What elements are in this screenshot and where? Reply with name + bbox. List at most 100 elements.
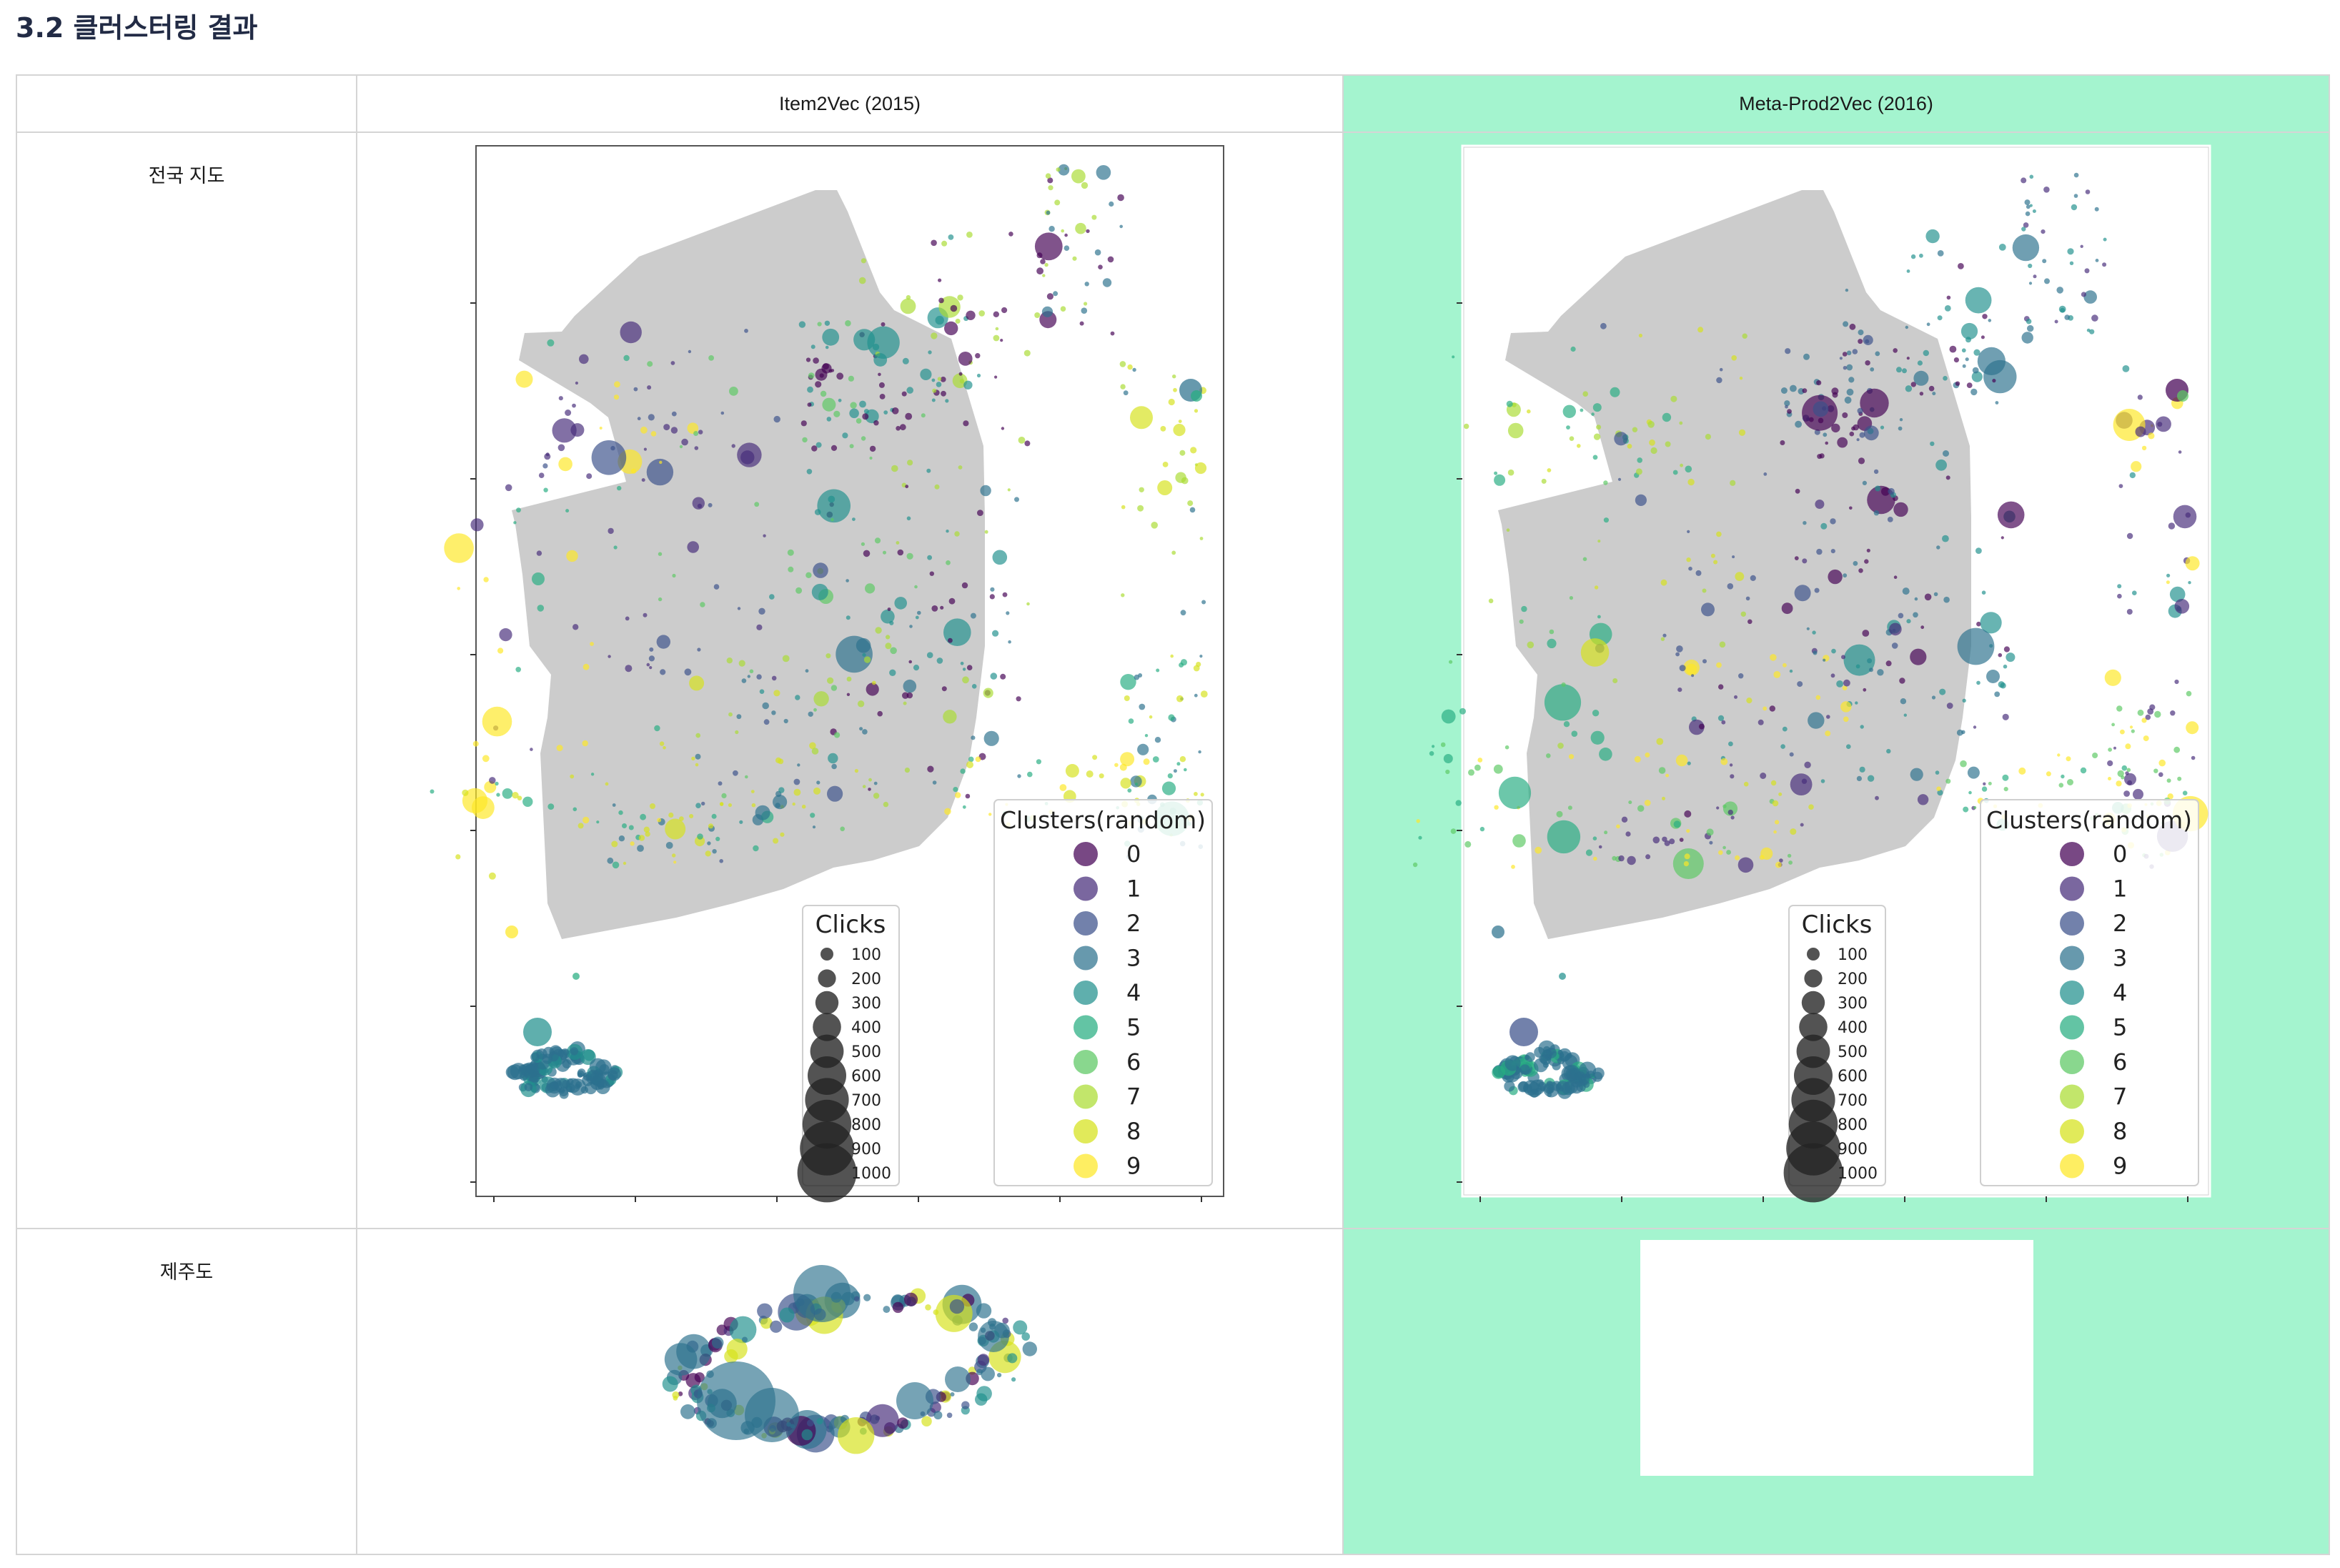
point — [1958, 263, 1964, 269]
point — [695, 733, 700, 738]
point — [915, 615, 919, 620]
point — [1760, 773, 1767, 779]
point — [679, 445, 683, 449]
point — [1849, 431, 1855, 437]
point — [1493, 1066, 1506, 1078]
legend-cluster-marker — [1074, 1015, 1098, 1040]
point — [897, 549, 904, 556]
point — [1943, 376, 1948, 381]
point — [633, 387, 638, 392]
jeju-point — [1022, 1341, 1037, 1356]
point — [1498, 776, 1532, 809]
point — [1649, 439, 1655, 446]
point — [937, 377, 942, 381]
point — [1506, 400, 1513, 407]
point — [1549, 629, 1555, 635]
point — [1843, 366, 1848, 370]
point — [1976, 680, 1980, 685]
point — [1201, 600, 1206, 605]
point — [1919, 253, 1923, 258]
header-metaprod2vec: Meta-Prod2Vec (2016) — [1342, 74, 2330, 133]
point — [1910, 254, 1916, 259]
point — [940, 605, 944, 610]
point — [745, 775, 748, 779]
point — [1524, 1054, 1530, 1061]
point — [599, 427, 603, 430]
point — [936, 658, 943, 664]
point — [654, 725, 660, 732]
legend-cluster-label: 6 — [1126, 1048, 1141, 1076]
point — [596, 820, 600, 824]
point — [1718, 684, 1724, 690]
point — [903, 679, 917, 693]
point — [1018, 437, 1026, 444]
point — [946, 530, 949, 533]
point — [637, 845, 644, 852]
point — [1905, 325, 1908, 329]
legend-cluster-label: 4 — [2113, 979, 2127, 1006]
point — [842, 432, 848, 439]
point — [1114, 763, 1119, 768]
legend-cluster-label: 1 — [2113, 875, 2127, 903]
cell-jeju-item2vec — [356, 1228, 1344, 1555]
jeju-point — [806, 1419, 814, 1427]
point — [852, 517, 856, 521]
jeju-point — [978, 1321, 1009, 1352]
points-group — [1412, 172, 2208, 1099]
point — [2154, 710, 2161, 718]
point — [2061, 774, 2065, 779]
point — [711, 813, 717, 819]
chart-jeju-metaprod2vec — [1640, 1240, 2033, 1476]
point — [1045, 173, 1051, 179]
point — [1873, 510, 1880, 516]
point — [1519, 1064, 1530, 1075]
point — [457, 587, 460, 590]
point — [1875, 795, 1879, 800]
point — [1635, 494, 1647, 506]
point — [536, 1048, 547, 1060]
header-item2vec: Item2Vec (2015) — [356, 74, 1344, 133]
point — [647, 385, 652, 390]
point — [1688, 566, 1692, 571]
point — [2122, 365, 2130, 372]
point — [586, 473, 593, 480]
point — [1917, 794, 1929, 805]
point — [1790, 384, 1797, 392]
point — [907, 460, 913, 466]
point — [1763, 472, 1768, 476]
jeju-point — [724, 1349, 738, 1364]
point — [552, 418, 577, 443]
point — [1557, 743, 1564, 749]
point — [867, 326, 900, 359]
point — [948, 637, 953, 643]
point — [1171, 550, 1176, 555]
jeju-point — [921, 1416, 932, 1426]
point — [2018, 767, 2026, 775]
point — [846, 676, 852, 682]
point — [713, 584, 720, 590]
point — [579, 354, 589, 364]
point — [1494, 471, 1498, 475]
point — [1997, 501, 2025, 529]
point — [729, 387, 738, 396]
point — [1875, 485, 1881, 492]
point — [1893, 575, 1898, 579]
point — [1973, 725, 1977, 729]
point — [1060, 306, 1066, 312]
point — [618, 810, 623, 815]
point — [1569, 596, 1573, 600]
point — [1191, 390, 1202, 402]
point — [1527, 641, 1535, 649]
point — [2117, 593, 2122, 599]
point — [1891, 642, 1898, 649]
point — [1800, 823, 1804, 827]
point — [1096, 165, 1111, 180]
point — [1858, 339, 1863, 344]
point — [873, 353, 888, 367]
point — [1937, 790, 1943, 796]
point — [1998, 652, 2003, 658]
point — [810, 344, 815, 349]
point — [1512, 834, 1526, 848]
point — [1194, 792, 1198, 796]
point — [1621, 816, 1628, 823]
